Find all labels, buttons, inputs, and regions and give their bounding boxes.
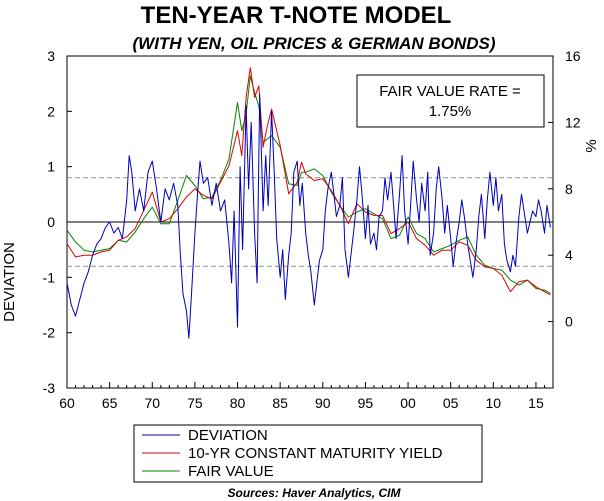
x-tick-label: 10 [486,395,502,411]
right-tick-label: 12 [565,114,581,130]
left-axis-label: DEVIATION [1,242,18,322]
source-note: Sources: Haver Analytics, CIM [228,486,402,500]
chart-subtitle: (WITH YEN, OIL PRICES & GERMAN BONDS) [132,34,495,53]
x-tick-label: 65 [102,395,118,411]
right-axis-label: % [583,139,600,152]
annotation-box [356,74,545,128]
left-tick-label: -1 [43,269,56,285]
annotation-line-1: FAIR VALUE RATE = [379,83,521,100]
left-tick-label: -2 [43,325,56,341]
left-axis: 3 2 1 0 -1 -2 -3 [43,48,72,396]
x-tick-label: 95 [358,395,374,411]
left-tick-label: 3 [47,48,55,64]
x-tick-label: 15 [528,395,544,411]
x-tick-label: 80 [230,395,246,411]
right-tick-label: 4 [565,247,573,263]
x-tick-label: 60 [59,395,75,411]
series-line-10-yr-constant-maturity-yield [66,67,551,296]
right-tick-label: 16 [565,48,581,64]
left-tick-label: -3 [43,380,56,396]
legend-label-deviation: DEVIATION [188,427,268,444]
left-tick-label: 2 [47,103,55,119]
series-line-deviation [66,94,551,339]
left-tick-label: 1 [47,159,55,175]
right-tick-label: 0 [565,314,573,330]
right-axis: 16 12 8 4 0 [548,48,581,330]
legend-box [133,424,483,483]
x-tick-label: 05 [443,395,459,411]
chart-title: TEN-YEAR T-NOTE MODEL [141,2,452,29]
right-tick-label: 8 [565,181,573,197]
x-tick-label: 90 [315,395,331,411]
x-tick-label: 85 [272,395,288,411]
series-line-fair-value [66,75,551,294]
left-tick-label: 0 [47,214,55,230]
legend-label-fair-value: FAIR VALUE [188,463,274,480]
series-layer [66,67,551,339]
x-tick-label: 70 [144,395,160,411]
x-tick-label: 75 [187,395,203,411]
legend-label-10-yr-constant-maturity-yield: 10-YR CONSTANT MATURITY YIELD [188,445,443,462]
fair-value-annotation: FAIR VALUE RATE = 1.75% [356,74,545,128]
annotation-line-2: 1.75% [429,103,472,120]
x-axis: 60 65 70 75 80 85 90 95 00 05 10 15 [59,382,554,411]
x-tick-label: 00 [400,395,416,411]
